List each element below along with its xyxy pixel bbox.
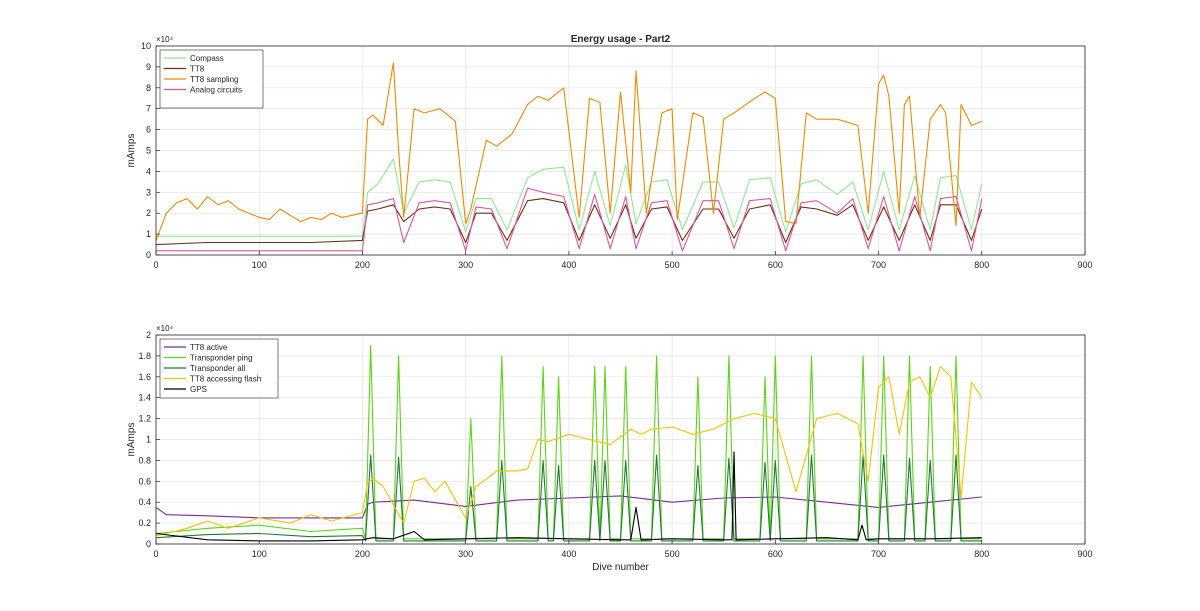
series-line-transponder-all [155,454,982,542]
x-tick-label: 400 [561,260,576,270]
energy-usage-chart: 0 100 200 300 400 500 600 700 800 900 0 1 2 3 4 5 6 7 8 9 1… [126,34,1093,270]
y-tick-label: 0 [146,539,151,549]
y-tick-label: 10 [141,41,151,51]
x-tick-label: 300 [458,549,473,559]
x-tick-label: 100 [252,549,267,559]
x-tick-label: 100 [252,260,267,270]
x-axis-label: Dive number [592,562,649,573]
series-layer [155,344,983,542]
y-tick-label: 8 [146,83,151,93]
x-tick-label: 600 [768,549,783,559]
y-tick-label: 3 [146,187,151,197]
y-exponent-label: ×10⁴ [156,35,174,44]
legend-label-analog-circuits: Analog circuits [190,86,242,95]
chart-title: Energy usage - Part2 [571,34,671,45]
x-tick-label: 700 [871,549,886,559]
y-tick-label: 0.8 [138,455,151,465]
x-tick-label: 0 [153,549,158,559]
y-tick-label: 5 [146,146,151,156]
series-line-analog-circuits [156,187,983,252]
legend-label-transponder-all: Transponder all [190,364,246,373]
x-tick-label: 300 [458,260,473,270]
series-layer [155,62,983,252]
y-tick-label: 2 [146,330,151,340]
y-tick-label: 4 [146,166,151,176]
x-tick-labels: 0 100 200 300 400 500 600 700 800 900 [153,540,1093,559]
y-tick-label: 6 [146,125,151,135]
series-line-tt8-active [155,495,982,519]
x-tick-label: 200 [355,260,370,270]
series-line-gps [155,451,982,542]
legend-label-tt8-accessing-flash: TT8 accessing flash [190,375,261,384]
x-tick-label: 500 [665,260,680,270]
x-tick-label: 900 [1077,549,1092,559]
legend-label-tt8: TT8 [190,65,205,74]
series-line-compass [156,158,983,237]
y-tick-label: 7 [146,104,151,114]
legend-label-gps: GPS [190,385,207,394]
y-tick-label: 0.2 [138,518,151,528]
x-tick-label: 600 [768,260,783,270]
y-axis-label: mAmps [126,134,137,168]
x-tick-label: 800 [974,549,989,559]
x-tick-label: 400 [561,549,576,559]
y-tick-label: 2 [146,208,151,218]
y-tick-label: 1 [146,229,151,239]
y-tick-label: 1 [146,435,151,445]
y-tick-label: 1.8 [138,351,151,361]
y-axis-label: mAmps [126,423,137,457]
x-tick-label: 0 [153,260,158,270]
y-tick-labels: 0 1 2 3 4 5 6 7 8 9 10 [141,41,160,260]
x-tick-label: 900 [1077,260,1092,270]
y-tick-label: 9 [146,62,151,72]
series-line-tt8-accessing-flash [155,365,983,537]
series-line-tt8-sampling [155,62,983,241]
y-exponent-label: ×10⁴ [156,324,174,333]
x-tick-label: 500 [665,549,680,559]
x-tick-label: 200 [355,549,370,559]
x-tick-labels: 0 100 200 300 400 500 600 700 800 900 [153,251,1093,270]
y-tick-label: 1.2 [138,414,151,424]
legend-label-tt8-sampling: TT8 sampling [190,75,238,84]
y-tick-label: 0.6 [138,476,151,486]
y-tick-label: 1.6 [138,372,151,382]
energy-usage-chart-part-b: 0 100 200 300 400 500 600 700 800 900 00.20.40.60… [126,324,1093,573]
y-tick-labels: 0 0.2 0.4 0.6 0.8 1 1.2 1.4 1.6 1.8 2 [138,330,160,549]
legend-label-transponder-ping: Transponder ping [190,354,252,363]
y-tick-label: 0.4 [138,497,151,507]
x-tick-label: 800 [974,260,989,270]
legend-label-tt8-active: TT8 active [190,343,228,352]
y-tick-label: 1.4 [138,393,151,403]
y-tick-label: 0 [146,250,151,260]
x-tick-label: 700 [871,260,886,270]
legend-label-compass: Compass [190,54,224,63]
